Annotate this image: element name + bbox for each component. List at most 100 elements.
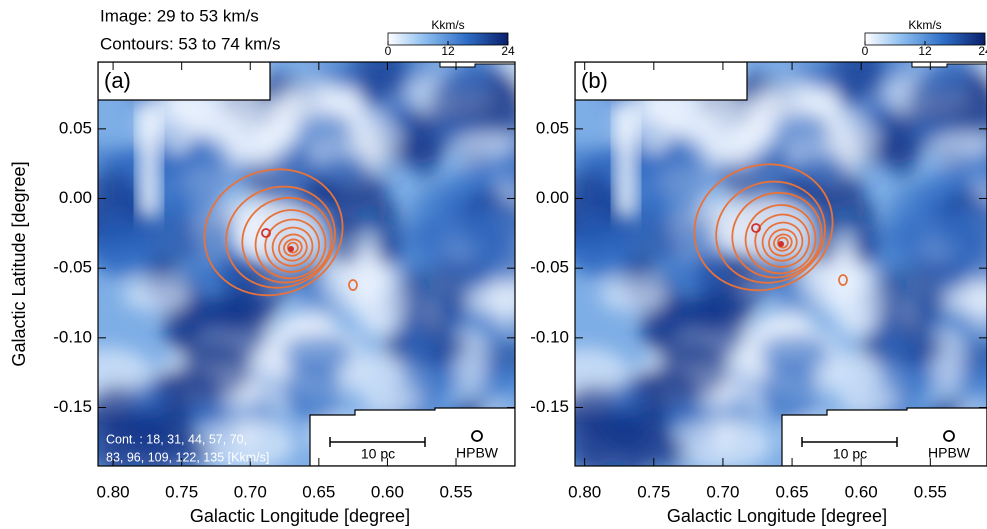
map-blob [880,320,906,395]
x-tick-label: 0.80 [568,482,601,501]
colorbar-label: Kkm/s [431,18,464,32]
map-blob [578,411,650,466]
map-blob [169,294,268,368]
contour [283,238,303,257]
beam [943,430,955,442]
contour [838,274,848,286]
map-blob [829,269,883,338]
y-tick-label: -0.15 [53,397,92,416]
map-blob [982,151,987,190]
map-blob [760,357,820,424]
x-tick-label: 0.75 [165,482,198,501]
y-axis-label: Galactic Latitude [degree] [9,161,29,366]
y-tick-label: -0.05 [530,258,569,277]
contour [348,279,358,291]
map-hole [138,107,160,217]
map-blob [101,411,173,466]
map-structure [98,62,515,466]
contour [225,185,336,289]
x-tick-label: 0.55 [914,482,947,501]
colorbar-tick-label: 12 [441,44,455,58]
contour [731,191,823,279]
colorbar-tick-label: 12 [918,44,932,58]
plot-frame [97,61,516,467]
map-blob [280,315,336,337]
contour [773,233,793,252]
map-blob [182,342,253,398]
masked-region [439,62,515,68]
contour [768,228,798,257]
colorbar-tick-label: 0 [385,44,392,58]
beam-label: HPBW [928,445,971,461]
map-blob [454,132,515,154]
map-blob [945,202,987,282]
x-axis-label: Galactic Longitude [degree] [667,506,887,526]
contour-note: Cont. : 18, 31, 44, 57, 70, [106,432,247,446]
panel: 0.80 0.75 0.70 0.65 0.60 0.55 0.05 0.00 -0.05 -0.… [9,61,516,526]
masked-region [309,407,515,466]
y-tick-label: 0.05 [536,118,569,137]
map-blob [392,266,469,335]
contour [754,213,810,268]
map-blob [659,342,730,398]
map-blob [914,66,972,96]
contours [693,163,848,292]
map-blob [122,279,190,312]
map-blob [758,333,829,374]
intensity-map [575,62,987,466]
map-blob [772,111,829,146]
annotation: Image: 29 to 53 km/s [100,6,259,25]
annotation: Contours: 53 to 74 km/s [100,34,280,53]
peak [288,246,294,252]
map-blob [869,266,946,335]
map-blob [931,132,987,154]
colorbar-tick-label: 24 [501,44,515,58]
colorbar-tick-label: 0 [862,44,869,58]
map-blob [98,207,140,277]
x-tick-label: 0.60 [371,482,404,501]
map-blob [826,62,884,104]
beam-label: HPBW [456,445,499,461]
contour [744,204,817,275]
contour [264,218,320,273]
y-tick-label: 0.00 [59,188,92,207]
map-blob [281,333,352,374]
map-blob [437,66,495,96]
map-blob [789,153,847,185]
contour-note: 83, 96, 109, 122, 135 [Kkm/s] [106,450,269,464]
x-tick-label: 0.80 [97,482,130,501]
contour [751,223,761,233]
x-tick-label: 0.55 [439,482,472,501]
map-blob [646,294,745,368]
panel: 0.80 0.75 0.70 0.65 0.60 0.55 0.05 0.00 -0.05 -0.… [530,61,987,526]
contour [254,209,327,280]
map-blob [575,207,617,277]
y-tick-label: -0.15 [530,397,569,416]
colorbar-label: Kkm/s [908,18,941,32]
map-blob [650,435,688,466]
panel-label: (a) [104,68,131,93]
masked-region [781,407,987,466]
map-blob [941,285,987,315]
map-blob [295,111,352,146]
contour [271,226,314,267]
intensity-map [98,62,515,466]
map-structure [575,62,987,466]
map-blob [599,279,667,312]
y-tick-label: -0.10 [530,327,569,346]
contour [715,180,826,284]
contour [761,221,804,262]
plot-frame [574,61,987,467]
x-tick-label: 0.75 [637,482,670,501]
y-tick-label: -0.05 [53,258,92,277]
x-axis-label: Galactic Longitude [degree] [190,506,410,526]
peak [778,241,784,247]
map-hole [615,107,637,217]
contour [278,233,308,262]
scale-bar-label: 10 pc [833,446,867,462]
map-blob [757,315,813,337]
scale-bar-label: 10 pc [361,446,395,462]
contour [261,228,271,238]
contour [203,168,344,297]
